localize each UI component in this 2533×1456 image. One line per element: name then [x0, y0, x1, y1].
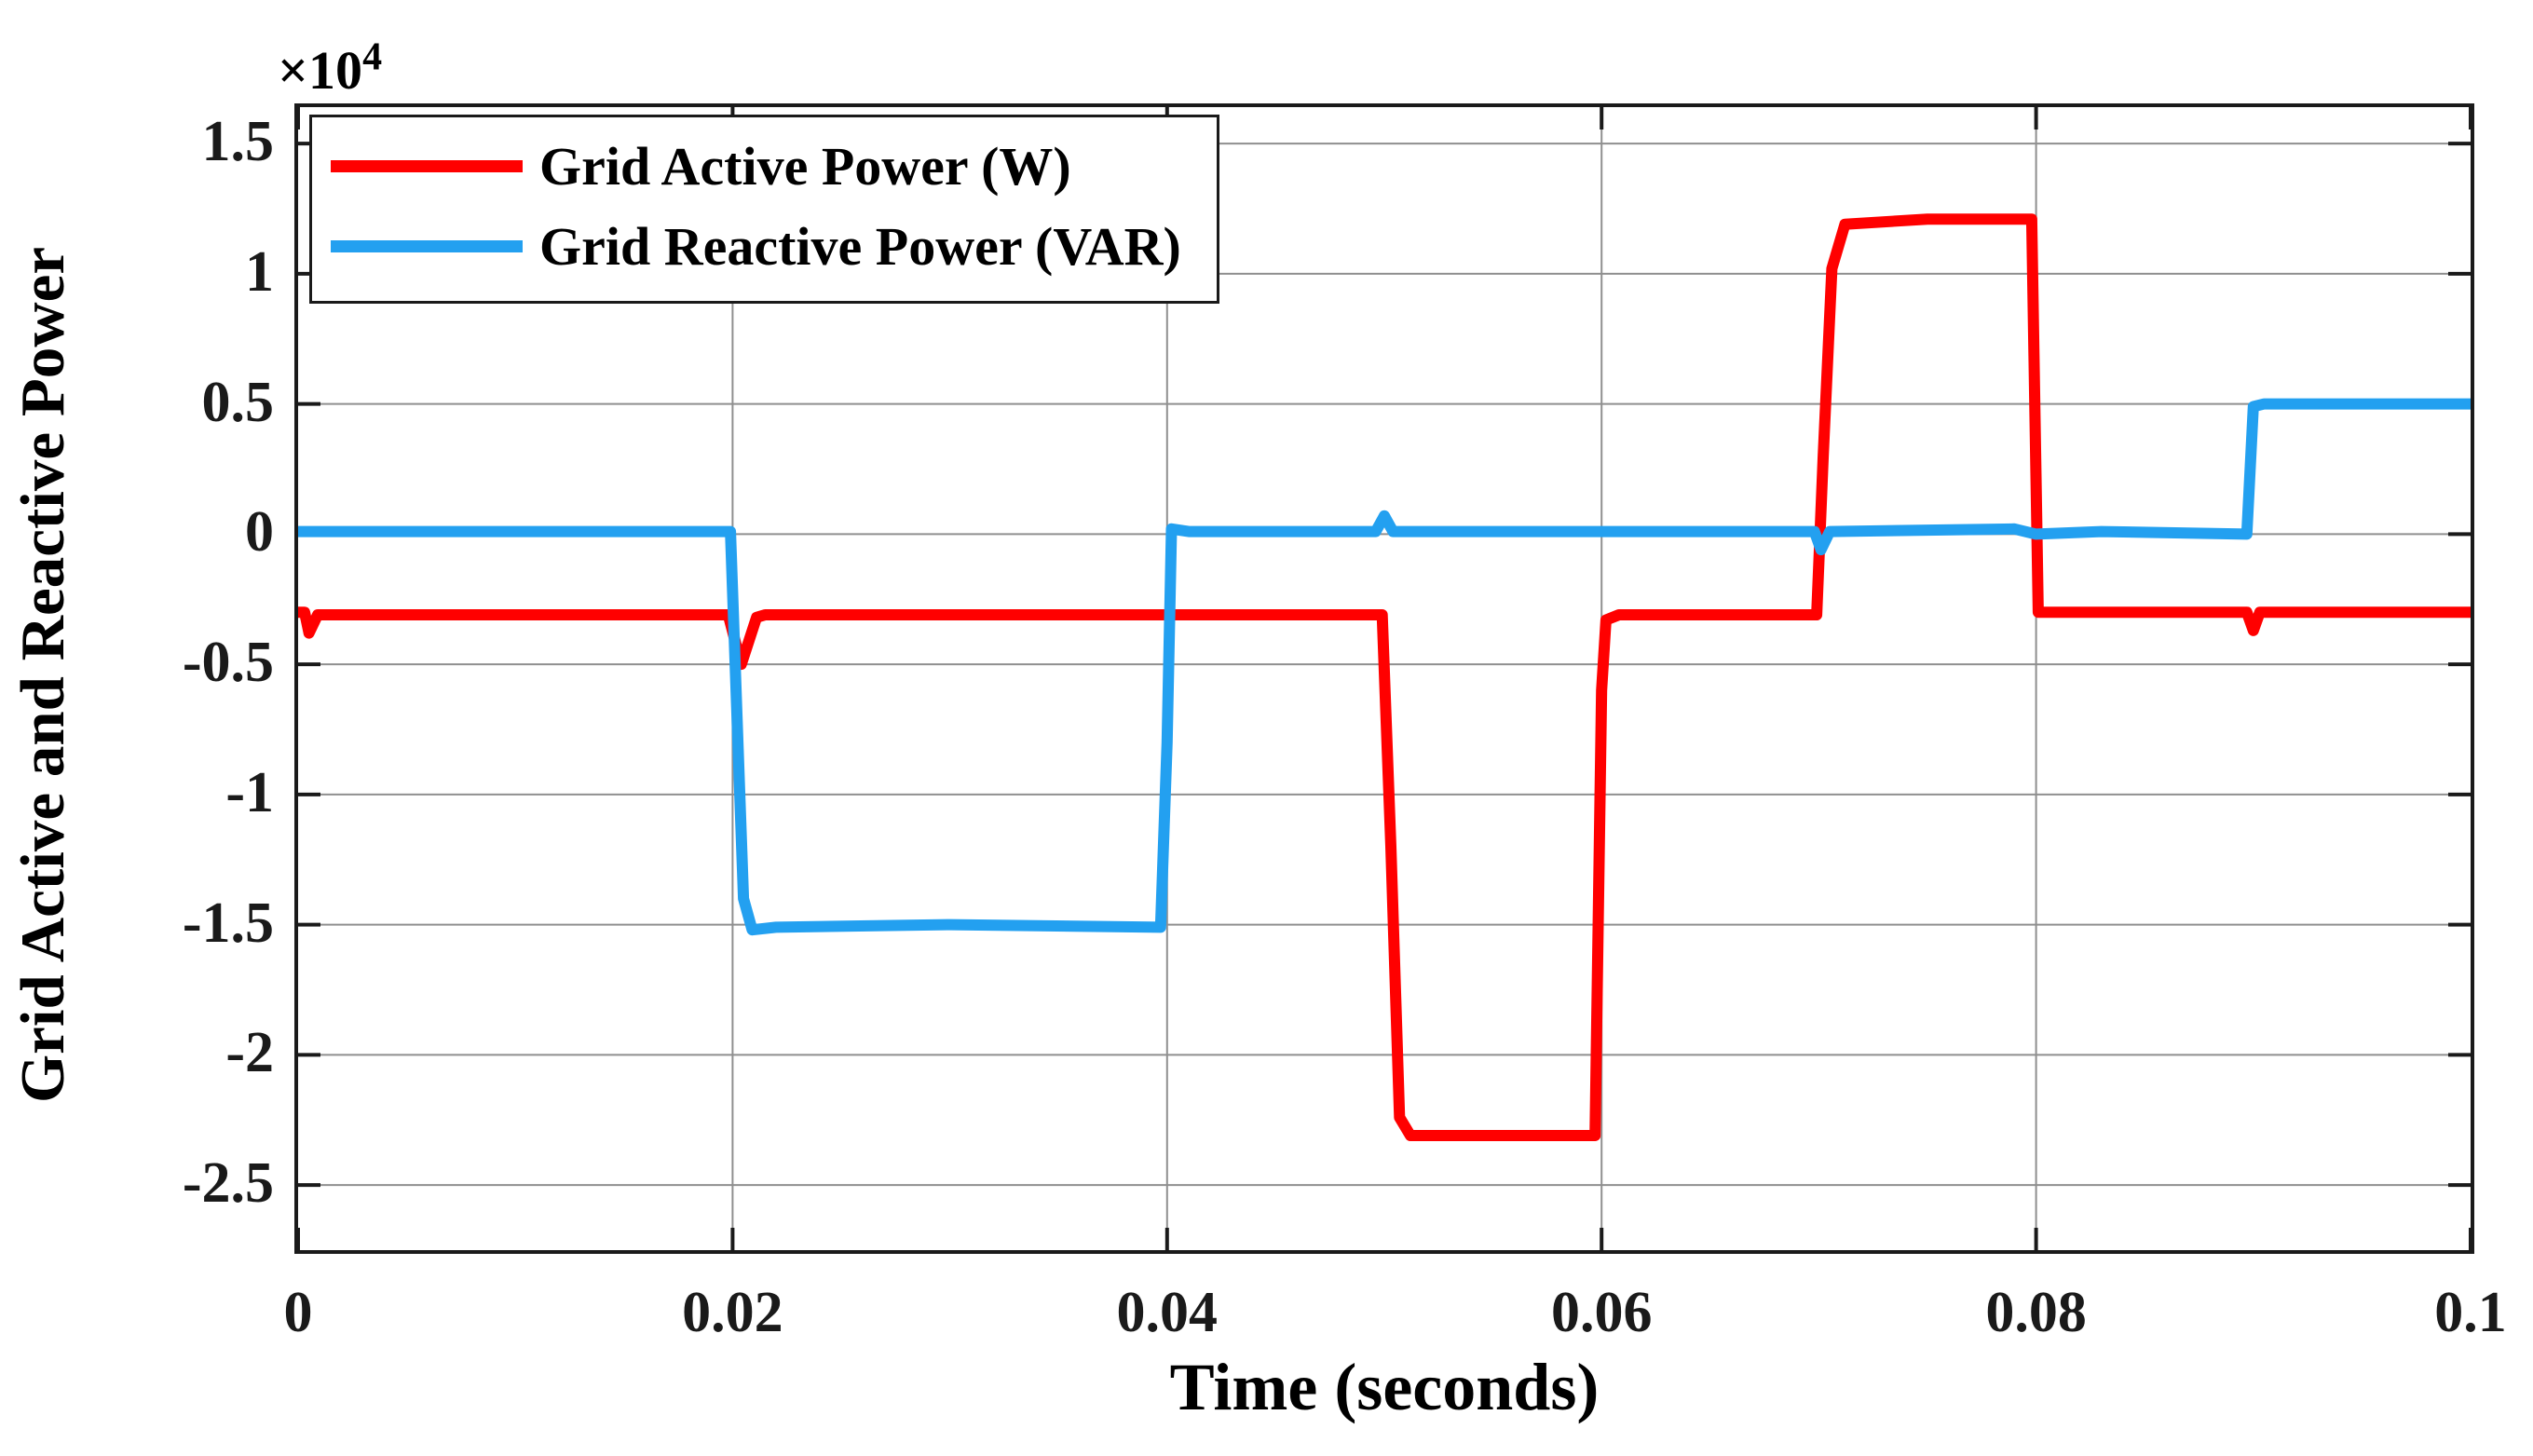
legend-item-reactive-power: Grid Reactive Power (VAR)	[331, 214, 1181, 279]
x-axis-label: Time (seconds)	[1169, 1350, 1600, 1424]
y-tick-label: -0.5	[182, 631, 274, 695]
chart-canvas	[298, 107, 2471, 1250]
y-tick-label: 1	[245, 239, 274, 304]
y-axis-multiplier-base: ×10	[278, 40, 363, 101]
legend-label-reactive-power: Grid Reactive Power (VAR)	[539, 215, 1181, 277]
legend-line-swatch-red	[331, 160, 523, 173]
y-tick-label: 0	[245, 500, 274, 565]
y-tick-label: -2.5	[182, 1151, 274, 1216]
legend-item-active-power: Grid Active Power (W)	[331, 134, 1181, 199]
y-tick-label: -1	[225, 760, 274, 824]
x-tick-label: 0.06	[1550, 1281, 1653, 1344]
y-axis-label: Grid Active and Reactive Power	[8, 246, 77, 1104]
plot-area: Grid Active Power (W) Grid Reactive Powe…	[294, 103, 2474, 1254]
y-tick-label: -1.5	[182, 891, 274, 955]
x-tick-label: 0	[283, 1281, 313, 1344]
x-tick-label: 0.02	[682, 1281, 783, 1344]
legend-label-active-power: Grid Active Power (W)	[539, 136, 1071, 197]
legend: Grid Active Power (W) Grid Reactive Powe…	[309, 115, 1219, 305]
x-tick-label: 0.1	[2434, 1281, 2507, 1344]
y-axis-multiplier: ×104	[278, 35, 383, 102]
x-tick-label: 0.04	[1116, 1281, 1219, 1344]
y-axis-multiplier-exponent: 4	[362, 35, 383, 79]
y-tick-label: 0.5	[201, 370, 275, 434]
y-tick-label: 1.5	[201, 110, 275, 174]
y-tick-label: -2	[225, 1021, 274, 1085]
legend-line-swatch-blue	[331, 239, 523, 252]
x-tick-label: 0.08	[1985, 1281, 2087, 1344]
